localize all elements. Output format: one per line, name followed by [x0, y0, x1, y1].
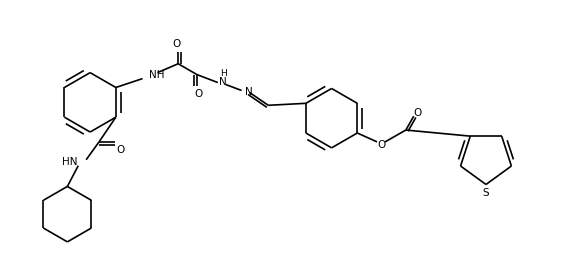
Text: O: O [414, 108, 422, 118]
Text: N: N [219, 77, 227, 87]
Text: O: O [377, 140, 385, 150]
Text: HN: HN [62, 157, 77, 167]
Text: NH: NH [148, 70, 164, 80]
Text: S: S [483, 188, 489, 198]
Text: H: H [220, 69, 227, 78]
Text: O: O [172, 39, 180, 49]
Text: N: N [246, 87, 253, 98]
Text: O: O [117, 145, 125, 155]
Text: O: O [195, 90, 203, 99]
